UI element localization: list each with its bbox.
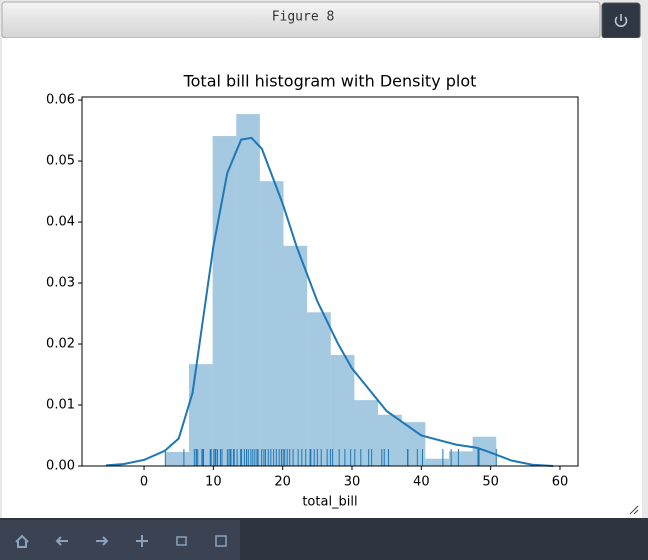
save-button[interactable]	[215, 535, 227, 547]
bar	[425, 458, 449, 466]
axes-frame	[81, 96, 579, 467]
x-tick-label: 10	[205, 475, 222, 490]
x-tick-label: 60	[552, 475, 569, 490]
toolbar-buttons	[0, 520, 240, 560]
chart-title: Total bill histogram with Density plot	[183, 72, 477, 91]
forward-button[interactable]	[96, 536, 109, 546]
pan-button[interactable]	[136, 535, 148, 547]
x-tick-label: 40	[413, 475, 430, 490]
bar	[236, 114, 260, 466]
bar	[259, 181, 284, 467]
x-tick-label: 30	[344, 475, 361, 490]
bar	[188, 364, 213, 466]
x-tick-label: 20	[274, 475, 291, 490]
close-button[interactable]	[601, 2, 641, 39]
bar	[448, 451, 473, 466]
y-tick-label: 0.03	[46, 276, 75, 291]
bar	[330, 354, 355, 466]
x-axis-label: total_bill	[302, 495, 357, 510]
canvas	[2, 38, 642, 518]
bar	[165, 451, 189, 466]
x-tick-label: 0	[140, 475, 148, 490]
bar	[354, 400, 379, 466]
back-button[interactable]	[55, 536, 68, 546]
y-tick-label: 0.00	[46, 459, 75, 474]
resize-grip[interactable]	[629, 505, 639, 515]
y-tick-label: 0.02	[46, 337, 75, 352]
bar	[283, 245, 308, 466]
y-tick-label: 0.04	[46, 215, 75, 230]
x-tick-label: 50	[482, 475, 499, 490]
zoom-button[interactable]	[176, 536, 187, 546]
bar	[307, 312, 331, 466]
bar	[401, 422, 426, 466]
y-tick-label: 0.01	[46, 398, 75, 413]
home-button[interactable]	[15, 534, 29, 548]
y-tick-label: 0.06	[46, 93, 75, 108]
density-line	[105, 136, 554, 467]
window-title: Figure 8	[272, 10, 335, 25]
y-tick-label: 0.05	[46, 154, 75, 169]
